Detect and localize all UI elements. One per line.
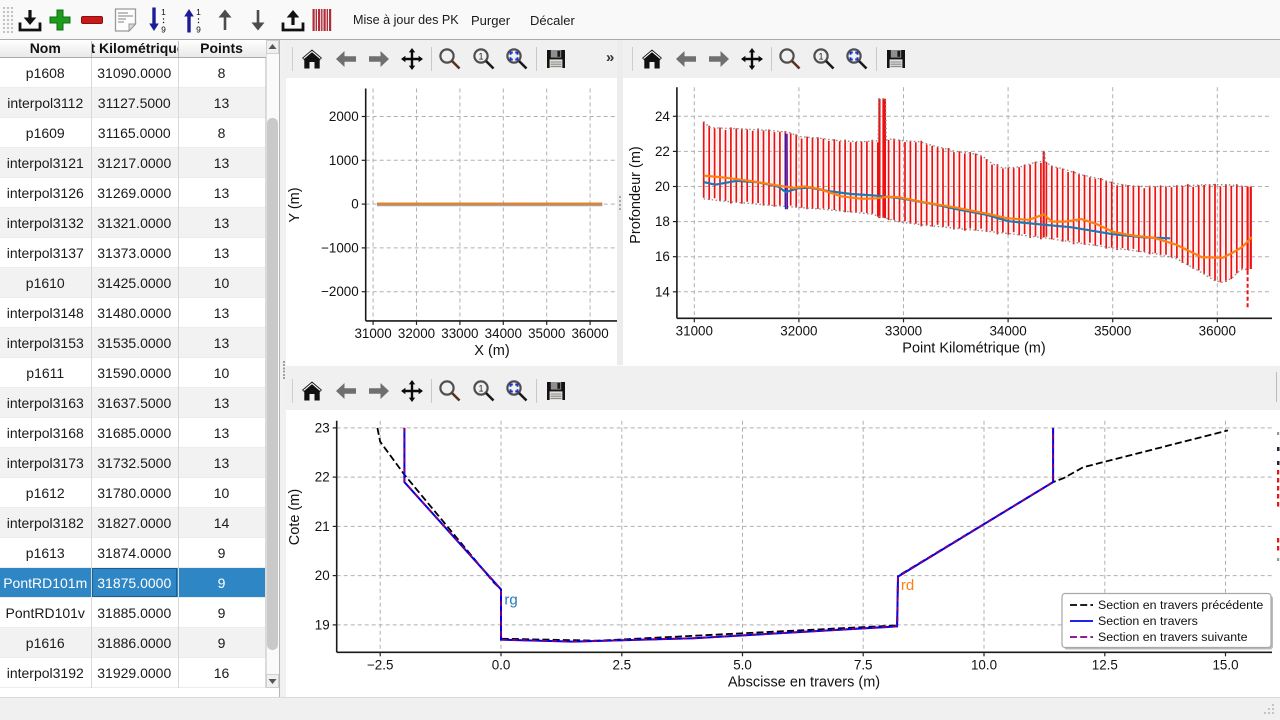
svg-text:22: 22	[655, 144, 670, 159]
svg-text:31000: 31000	[676, 323, 713, 338]
svg-text:36000: 36000	[571, 326, 608, 341]
svg-text:20: 20	[315, 568, 330, 583]
svg-text:Abscisse en travers (m): Abscisse en travers (m)	[728, 674, 880, 690]
svg-text:Profondeur (m): Profondeur (m)	[628, 146, 644, 244]
svg-text:Point Kilométrique (m): Point Kilométrique (m)	[902, 340, 1045, 356]
svg-text:24: 24	[655, 109, 670, 124]
svg-text:0: 0	[351, 197, 358, 212]
svg-text:Y (m): Y (m)	[287, 187, 303, 222]
svg-text:20: 20	[655, 179, 670, 194]
svg-text:33000: 33000	[441, 326, 478, 341]
svg-text:rg: rg	[504, 592, 517, 609]
svg-text:19: 19	[315, 617, 330, 632]
svg-text:1: 1	[478, 52, 483, 62]
svg-text:Section en travers: Section en travers	[1098, 614, 1198, 628]
svg-text:1000: 1000	[329, 153, 359, 168]
svg-text:15.0: 15.0	[1212, 657, 1238, 672]
svg-text:X (m): X (m)	[474, 343, 509, 359]
svg-text:Cote (m): Cote (m)	[287, 489, 303, 545]
svg-text:0.0: 0.0	[492, 657, 511, 672]
svg-text:36000: 36000	[1199, 323, 1236, 338]
svg-text:9: 9	[196, 25, 201, 35]
svg-text:Section en travers suivante: Section en travers suivante	[1098, 630, 1248, 644]
svg-text:10.0: 10.0	[971, 657, 997, 672]
svg-text:34000: 34000	[989, 323, 1026, 338]
svg-text:35000: 35000	[1094, 323, 1131, 338]
svg-text:−1000: −1000	[321, 240, 359, 255]
svg-text:12.5: 12.5	[1092, 657, 1118, 672]
svg-text:21: 21	[315, 519, 330, 534]
svg-text:5.0: 5.0	[733, 657, 752, 672]
svg-text:16: 16	[655, 249, 670, 264]
svg-text:33000: 33000	[885, 323, 922, 338]
svg-text:23: 23	[315, 420, 330, 435]
svg-text:31000: 31000	[354, 326, 391, 341]
svg-text:22: 22	[315, 470, 330, 485]
svg-text:−2.5: −2.5	[367, 657, 393, 672]
svg-text:34000: 34000	[485, 326, 522, 341]
svg-text:1: 1	[478, 384, 483, 394]
svg-text:35000: 35000	[528, 326, 565, 341]
svg-text:7.5: 7.5	[854, 657, 873, 672]
svg-text:2000: 2000	[329, 109, 359, 124]
svg-text:1: 1	[196, 7, 201, 17]
svg-text:1: 1	[818, 52, 823, 62]
svg-text:14: 14	[655, 284, 670, 299]
svg-text:18: 18	[655, 214, 670, 229]
svg-text:Section en travers précédente: Section en travers précédente	[1098, 598, 1263, 612]
svg-text:2.5: 2.5	[612, 657, 631, 672]
svg-text:rd: rd	[901, 577, 914, 594]
svg-text:32000: 32000	[780, 323, 817, 338]
svg-text:9: 9	[161, 25, 166, 35]
svg-text:−2000: −2000	[321, 284, 359, 299]
svg-text:1: 1	[161, 7, 166, 17]
svg-text:32000: 32000	[398, 326, 435, 341]
